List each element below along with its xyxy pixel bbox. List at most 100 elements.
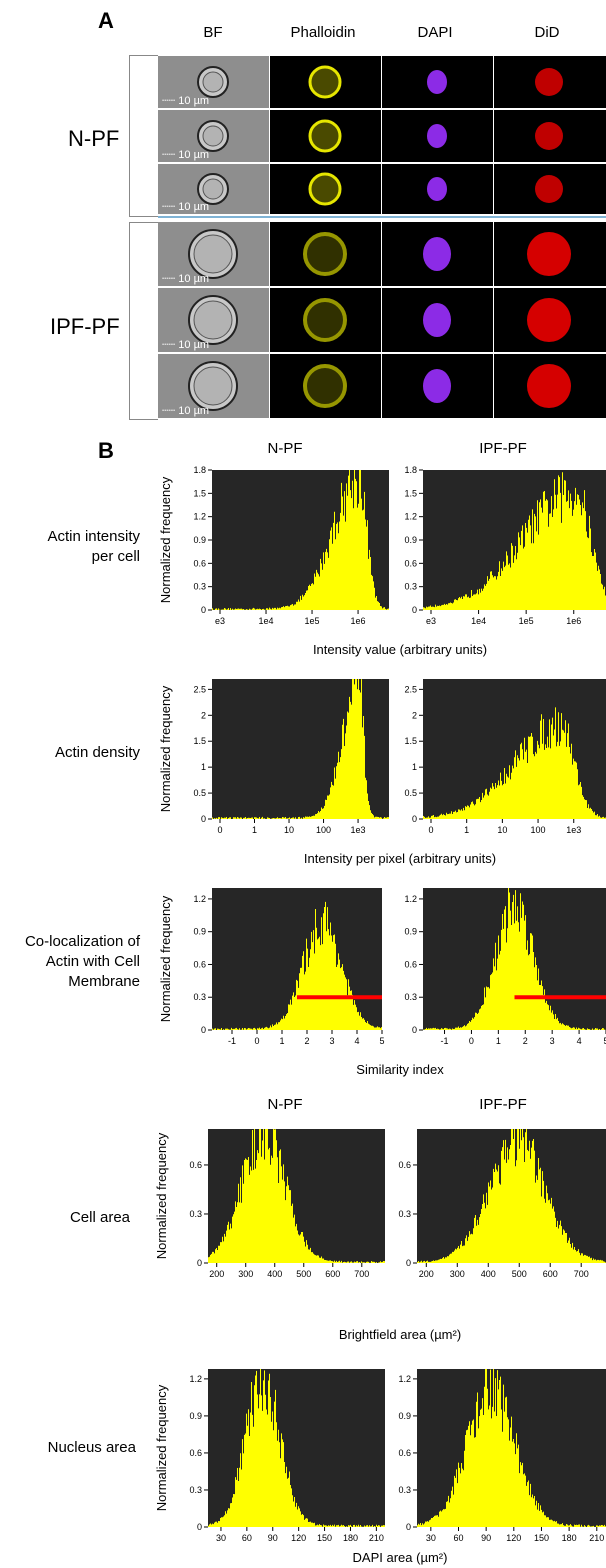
cell-image-r3-phalloidin <box>270 164 381 214</box>
cell-image-r3-did <box>494 164 606 214</box>
xtick-label: 2 <box>523 1036 528 1046</box>
ytick-label: 0.6 <box>404 558 417 568</box>
histogram-bars-7 <box>208 1129 385 1263</box>
panel-a-letter: A <box>98 8 114 33</box>
ylabel-1: Normalized frequency <box>158 476 173 603</box>
ytick-label: 1.8 <box>193 465 206 475</box>
panel-b-letter: B <box>98 438 114 463</box>
ytick-label: 0.3 <box>398 1209 411 1219</box>
xtick-label: 100 <box>531 825 546 835</box>
row-label-colocalization: Co-localization of Actin with Cell Membr… <box>24 933 140 990</box>
xtick-label: 120 <box>291 1533 306 1543</box>
scale-bar-label: ┄┄ 10 µm <box>162 273 210 285</box>
ytick-label: 0.3 <box>404 992 417 1002</box>
cell-image-r5-dapi <box>382 288 493 352</box>
xtick-label: 1e3 <box>351 825 366 835</box>
col-title-npf-2: N-PF <box>267 1096 303 1113</box>
xtick-label: 300 <box>238 1269 253 1279</box>
col-title-ipfpf: IPF-PF <box>479 440 527 457</box>
xtick-label: 210 <box>589 1533 604 1543</box>
xtick-label: 4 <box>354 1036 359 1046</box>
xtick-label: 400 <box>267 1269 282 1279</box>
xtick-label: 500 <box>512 1269 527 1279</box>
xtick-label: 1e4 <box>259 616 274 626</box>
ytick-label: 0.6 <box>189 1448 202 1458</box>
ytick-label: 2 <box>412 710 417 720</box>
scale-bar-label: ┄┄ 10 µm <box>162 405 210 417</box>
histogram-bars-1 <box>212 470 389 610</box>
xtick-label: 600 <box>543 1269 558 1279</box>
cell-image-r5-did <box>494 288 606 352</box>
xtick-label: 200 <box>209 1269 224 1279</box>
cell-image-r4-bf: ┄┄ 10 µm <box>158 222 269 286</box>
ytick-label: 0.9 <box>193 927 206 937</box>
ylabel-9: Normalized frequency <box>154 1384 169 1511</box>
cell-image-r6-dapi <box>382 354 493 418</box>
xtick-label: 10 <box>497 825 507 835</box>
col-header-phalloidin: Phalloidin <box>290 24 356 41</box>
ytick-label: 1 <box>412 762 417 772</box>
xtick-label: 210 <box>369 1533 384 1543</box>
ytick-label: 0.6 <box>193 558 206 568</box>
cell-image-r1-phalloidin <box>270 56 381 108</box>
xtick-label: 500 <box>296 1269 311 1279</box>
ytick-label: 1.2 <box>189 1374 202 1384</box>
cell-image-r2-bf: ┄┄ 10 µm <box>158 110 269 162</box>
xtick-label: 100 <box>316 825 331 835</box>
ytick-label: 0.6 <box>189 1160 202 1170</box>
xtick-label: 120 <box>506 1533 521 1543</box>
cell-image-r4-dapi <box>382 222 493 286</box>
cell-image-r5-bf: ┄┄ 10 µm <box>158 288 269 352</box>
cell-image-r2-phalloidin <box>270 110 381 162</box>
col-title-npf: N-PF <box>267 440 303 457</box>
ytick-label: 0.3 <box>189 1209 202 1219</box>
xtick-label: 1e6 <box>351 616 366 626</box>
xtick-label: 150 <box>317 1533 332 1543</box>
histogram-bars-6 <box>423 888 606 1030</box>
ytick-label: 0 <box>406 1522 411 1532</box>
xtick-label: 90 <box>268 1533 278 1543</box>
ytick-label: 0.9 <box>404 535 417 545</box>
ytick-label: 0 <box>201 605 206 615</box>
ytick-label: 0 <box>412 814 417 824</box>
xtick-label: 150 <box>534 1533 549 1543</box>
xtick-label: 1 <box>496 1036 501 1046</box>
xtick-label: 1 <box>252 825 257 835</box>
xlabel-row1: Intensity value (arbitrary units) <box>312 642 488 657</box>
xtick-label: 2 <box>304 1036 309 1046</box>
ytick-label: 0.6 <box>193 959 206 969</box>
xtick-label: 5 <box>603 1036 606 1046</box>
ytick-label: 1.2 <box>193 512 206 522</box>
xtick-label: 0 <box>254 1036 259 1046</box>
xlabel-row3: Similarity index <box>356 1062 444 1077</box>
xtick-label: 3 <box>329 1036 334 1046</box>
group-label-ipfpf: IPF-PF <box>50 314 120 339</box>
group-label-npf: N-PF <box>68 126 120 151</box>
ytick-label: 0.6 <box>404 959 417 969</box>
scale-bar-label: ┄┄ 10 µm <box>162 339 210 351</box>
xtick-label: 4 <box>577 1036 582 1046</box>
xtick-label: 0 <box>217 825 222 835</box>
ytick-label: 0 <box>406 1258 411 1268</box>
ytick-label: 2 <box>201 710 206 720</box>
ytick-label: 1 <box>201 762 206 772</box>
xtick-label: -1 <box>228 1036 236 1046</box>
ytick-label: 0.3 <box>404 582 417 592</box>
ytick-label: 2.5 <box>404 684 417 694</box>
ytick-label: 0.5 <box>404 788 417 798</box>
histogram-bars-8 <box>417 1129 606 1263</box>
ytick-label: 1.2 <box>404 512 417 522</box>
cell-image-r4-did <box>494 222 606 286</box>
ytick-label: 1.2 <box>398 1374 411 1384</box>
cell-image-r6-phalloidin <box>270 354 381 418</box>
ytick-label: 1.5 <box>193 736 206 746</box>
col-header-bf: BF <box>203 24 223 41</box>
ytick-label: 0.9 <box>404 927 417 937</box>
ytick-label: 0.9 <box>398 1411 411 1421</box>
xtick-label: 5 <box>379 1036 384 1046</box>
ytick-label: 0.3 <box>193 992 206 1002</box>
xtick-label: 1 <box>464 825 469 835</box>
row-label-actin-density: Actin density <box>54 744 140 761</box>
xtick-label: 1e3 <box>566 825 581 835</box>
xtick-label: 400 <box>481 1269 496 1279</box>
